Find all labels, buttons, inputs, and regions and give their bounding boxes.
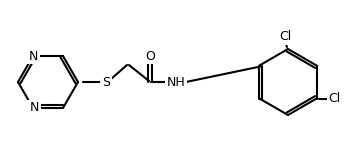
Text: NH: NH xyxy=(167,75,185,89)
Text: N: N xyxy=(28,50,38,63)
Text: Cl: Cl xyxy=(279,30,291,43)
Text: Cl: Cl xyxy=(328,92,341,105)
Text: S: S xyxy=(102,75,110,89)
Text: N: N xyxy=(29,101,39,114)
Text: O: O xyxy=(145,49,155,63)
